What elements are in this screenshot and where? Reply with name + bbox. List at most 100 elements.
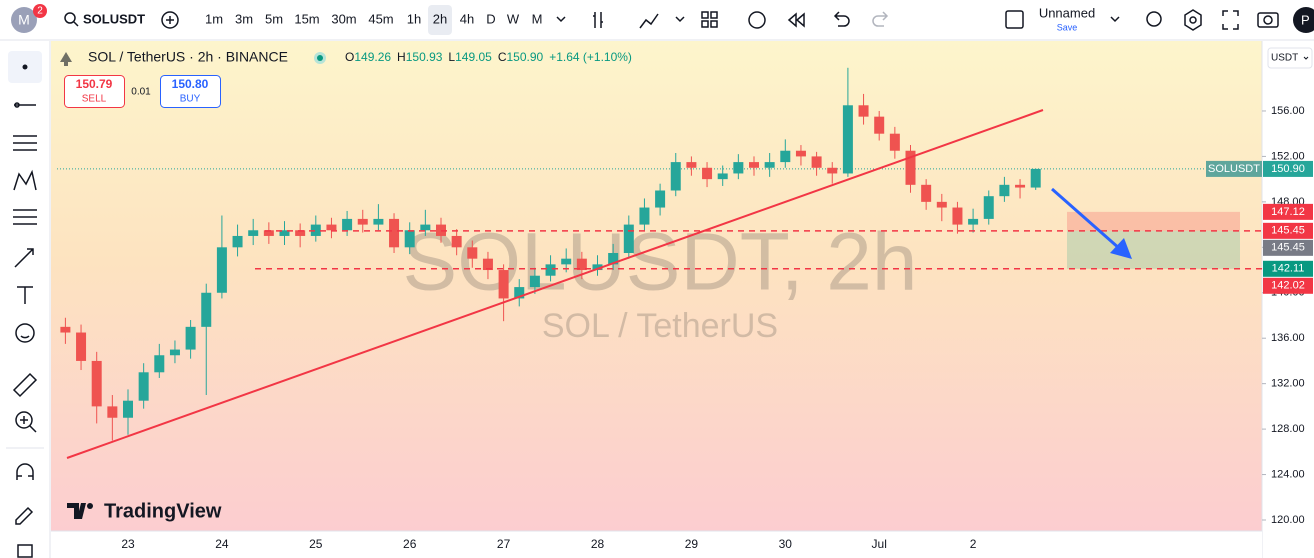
buy-button[interactable]: [160, 75, 221, 108]
candle-body: [733, 162, 744, 174]
ohlc-label: O: [345, 50, 354, 64]
candle-body: [76, 332, 87, 361]
fullscreen-icon[interactable]: [1222, 10, 1239, 30]
replay-icon[interactable]: [787, 12, 805, 28]
badge-count: 2: [37, 6, 43, 17]
save-label[interactable]: Save: [1057, 22, 1078, 32]
plot: [57, 67, 1262, 441]
y-tick-label: 156.00: [1271, 105, 1305, 117]
text-tool[interactable]: [17, 286, 33, 304]
candle-body: [201, 292, 212, 327]
avatar[interactable]: [11, 7, 37, 33]
price-tag-label: 142.11: [1272, 263, 1305, 275]
ohlc-values: O149.26 H150.93 L149.05 C150.90 +1.64 (+1.10…: [345, 50, 632, 64]
profile-button[interactable]: [1293, 7, 1314, 33]
emoji-tool[interactable]: [15, 323, 35, 343]
candle-body: [764, 162, 775, 168]
quick-search-icon[interactable]: [1146, 11, 1162, 27]
layout-icon: [710, 20, 718, 28]
watermark-description: SOL / TetherUS: [542, 307, 778, 345]
layout-icon[interactable]: [701, 11, 709, 19]
eye-tool[interactable]: [17, 544, 33, 558]
y-tick-label: 132.00: [1271, 378, 1305, 390]
candle-body: [905, 150, 916, 185]
price-tag: [1263, 277, 1313, 294]
layout-box[interactable]: [1005, 10, 1024, 29]
price-tag-label: 147.12: [1271, 206, 1305, 218]
compare-icon[interactable]: [161, 11, 179, 29]
ruler-tool[interactable]: [12, 372, 38, 398]
y-tick-label: 120.00: [1271, 514, 1305, 526]
candle-body: [107, 406, 118, 418]
layout-name[interactable]: Unnamed: [1039, 5, 1095, 20]
tradingview-logo[interactable]: TradingView: [104, 500, 222, 522]
x-tick-label: 25: [309, 537, 323, 551]
spread: 0.01: [131, 87, 151, 98]
chart-type-icon[interactable]: [593, 12, 603, 28]
chevron[interactable]: [556, 16, 566, 23]
x-tick-label: 24: [215, 537, 229, 551]
search-icon[interactable]: [64, 12, 76, 24]
interval[interactable]: M: [532, 11, 543, 26]
candle-body: [858, 105, 869, 117]
candle-body: [999, 184, 1010, 197]
candle-body: [342, 218, 353, 231]
interval[interactable]: 1m: [205, 11, 223, 26]
legend-title[interactable]: SOL / TetherUS · 2h · BINANCE: [88, 49, 288, 65]
symbol-logo: [60, 52, 72, 66]
interval[interactable]: 30m: [331, 11, 356, 26]
interval[interactable]: 1h: [407, 11, 421, 26]
interval[interactable]: 2h: [433, 11, 447, 26]
settings-icon[interactable]: [1184, 9, 1202, 31]
projection-tool[interactable]: [13, 209, 37, 225]
candle-body: [482, 258, 493, 271]
interval[interactable]: 45m: [368, 11, 393, 26]
chart-background: [51, 41, 1262, 531]
candle-body: [670, 162, 681, 191]
cursor-tool[interactable]: [22, 64, 28, 70]
sell-button[interactable]: [64, 75, 125, 108]
lock-tool[interactable]: [15, 506, 34, 525]
chevron[interactable]: [1110, 16, 1120, 23]
ohlc-label: L: [448, 50, 455, 64]
candle-body: [514, 287, 525, 299]
alert-icon[interactable]: [748, 11, 766, 29]
layout-icon: [710, 11, 718, 19]
chevron[interactable]: [675, 16, 685, 23]
interval[interactable]: 5m: [265, 11, 283, 26]
brush-tool[interactable]: [14, 248, 34, 268]
zoom-tool[interactable]: [15, 411, 33, 429]
redo-icon[interactable]: [872, 11, 889, 27]
interval[interactable]: D: [486, 11, 495, 26]
indicators-icon[interactable]: [639, 13, 659, 29]
candle-body: [921, 184, 932, 202]
trend-line-tool: [14, 102, 20, 108]
x-tick-label: 26: [403, 537, 417, 551]
currency: USDT: [1271, 53, 1298, 64]
avatar-letter: M: [18, 12, 30, 28]
fib-tool[interactable]: [13, 135, 37, 151]
interval[interactable]: 3m: [235, 11, 253, 26]
currency-button[interactable]: [1267, 47, 1313, 69]
arrow-drawing[interactable]: [1051, 187, 1121, 251]
change: +1.64 (+1.10%): [549, 50, 632, 64]
x-tick-label: 28: [591, 537, 605, 551]
symbol[interactable]: SOLUSDT: [83, 11, 145, 26]
undo-icon[interactable]: [833, 11, 850, 27]
candle-body: [686, 162, 697, 168]
snapshot-icon[interactable]: [1257, 12, 1279, 28]
candle-body: [357, 218, 368, 225]
candle-body: [60, 326, 71, 333]
interval[interactable]: 4h: [460, 11, 474, 26]
trend-line-drawing[interactable]: [66, 109, 1044, 459]
pattern-tool[interactable]: [13, 169, 37, 191]
interval[interactable]: W: [507, 11, 520, 26]
magnet-tool[interactable]: [16, 463, 34, 480]
arrow-head: [1110, 238, 1132, 259]
candle-body: [592, 264, 603, 271]
buy-label: BUY: [180, 94, 201, 105]
candle-body: [874, 116, 885, 134]
interval[interactable]: 15m: [294, 11, 319, 26]
candle-body: [576, 258, 587, 271]
